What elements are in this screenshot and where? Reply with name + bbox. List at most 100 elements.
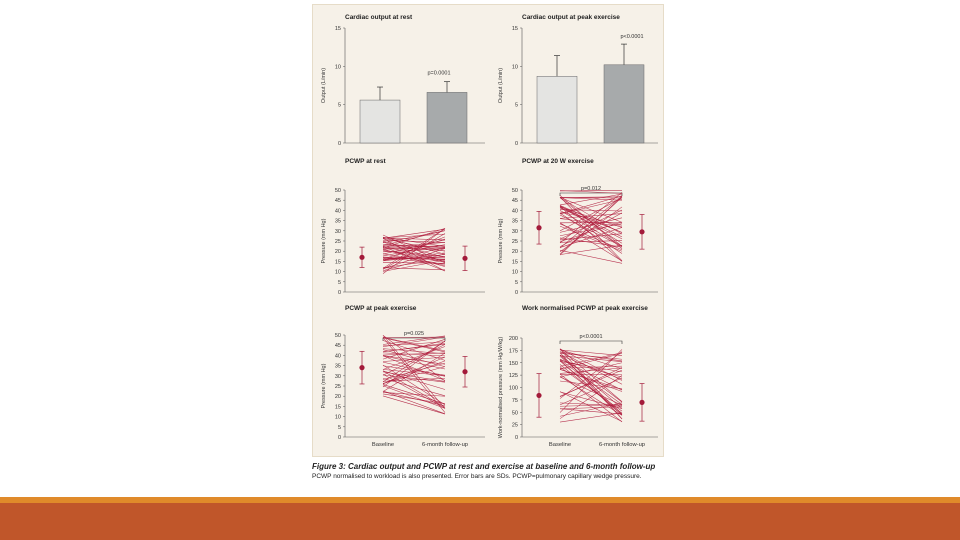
patient-line bbox=[559, 373, 623, 423]
y-tick-label: 15 bbox=[335, 404, 341, 410]
y-tick-label: 35 bbox=[512, 219, 518, 225]
patient-line bbox=[559, 240, 623, 243]
chart-1: Cardiac output at rest 0 5 10 15 Output (L/mi… bbox=[321, 14, 485, 147]
patient-line bbox=[382, 228, 446, 249]
patient-line bbox=[559, 206, 623, 228]
patient-line bbox=[382, 366, 446, 384]
patient-line bbox=[382, 337, 446, 352]
patient-line bbox=[559, 207, 623, 233]
chart-6: Work normalised PCWP at peak exercise 0 25… bbox=[498, 305, 658, 448]
patient-line bbox=[382, 228, 446, 269]
patient-line bbox=[382, 374, 446, 383]
mean-marker-baseline bbox=[536, 225, 542, 231]
patient-line bbox=[559, 250, 623, 264]
y-tick-label: 125 bbox=[509, 373, 518, 379]
patient-line bbox=[559, 349, 623, 413]
mean-marker-followup bbox=[462, 369, 468, 375]
x-category-label: 6-month follow-up bbox=[422, 442, 468, 448]
patient-line bbox=[382, 335, 446, 409]
y-tick-label: 0 bbox=[338, 290, 341, 296]
y-tick-label: 0 bbox=[338, 435, 341, 441]
y-tick-label: 75 bbox=[512, 398, 518, 404]
patient-line bbox=[382, 392, 446, 397]
chart-5: PCWP at peak exercise 0 5 10 15 20 25 30 35 40 45 5… bbox=[321, 305, 485, 448]
y-tick-label: 15 bbox=[335, 26, 341, 32]
y-tick-label: 10 bbox=[335, 270, 341, 276]
y-tick-label: 50 bbox=[512, 188, 518, 194]
patient-line bbox=[559, 412, 623, 423]
chart-title: Cardiac output at peak exercise bbox=[522, 14, 620, 21]
y-axis-label: Work-normalised pressure (mm Hg/W/kg) bbox=[498, 337, 504, 439]
patient-line bbox=[559, 197, 623, 223]
y-tick-label: 10 bbox=[335, 64, 341, 70]
patient-line bbox=[382, 364, 446, 406]
patient-line bbox=[382, 340, 446, 361]
patient-line bbox=[559, 193, 623, 206]
patient-line bbox=[382, 238, 446, 272]
patient-line bbox=[382, 244, 446, 257]
x-category-label: Baseline bbox=[549, 442, 571, 448]
patient-line bbox=[382, 259, 446, 272]
chart-title: PCWP at 20 W exercise bbox=[522, 158, 594, 165]
patient-line bbox=[559, 199, 623, 215]
patient-line bbox=[559, 195, 623, 214]
patient-line bbox=[382, 374, 446, 409]
y-tick-label: 30 bbox=[335, 229, 341, 235]
patient-line bbox=[382, 233, 446, 239]
patient-line bbox=[559, 377, 623, 406]
patient-line bbox=[382, 258, 446, 268]
chart-title: Cardiac output at rest bbox=[345, 14, 413, 21]
patient-line bbox=[559, 349, 623, 370]
y-axis-label: Pressure (mm Hg) bbox=[321, 218, 327, 263]
patient-line bbox=[559, 217, 623, 233]
y-tick-label: 30 bbox=[512, 229, 518, 235]
patient-line bbox=[559, 190, 623, 192]
patient-line bbox=[382, 370, 446, 408]
patient-line bbox=[382, 352, 446, 356]
y-tick-label: 175 bbox=[509, 348, 518, 354]
patient-line bbox=[559, 408, 623, 415]
patient-line bbox=[382, 248, 446, 267]
patient-line bbox=[382, 369, 446, 377]
patient-line bbox=[559, 355, 623, 362]
bar-followup bbox=[426, 92, 468, 144]
patient-line bbox=[559, 206, 623, 253]
patient-line bbox=[382, 343, 446, 352]
patient-line bbox=[559, 351, 623, 385]
bar-followup bbox=[603, 64, 645, 144]
footer-accent-line bbox=[0, 497, 960, 503]
patient-line bbox=[559, 360, 623, 416]
p-value-annotation: p=0.025 bbox=[404, 331, 424, 337]
patient-line bbox=[559, 368, 623, 392]
patient-line bbox=[382, 385, 446, 409]
patient-line bbox=[382, 230, 446, 244]
figure-caption: Figure 3: Cardiac output and PCWP at res… bbox=[312, 462, 672, 480]
y-tick-label: 50 bbox=[335, 188, 341, 194]
patient-line bbox=[382, 336, 446, 348]
patient-line bbox=[559, 214, 623, 247]
patient-line bbox=[559, 402, 623, 407]
x-category-label: Baseline bbox=[372, 442, 394, 448]
patient-line bbox=[559, 197, 623, 201]
patient-line bbox=[382, 365, 446, 376]
mean-marker-followup bbox=[639, 229, 645, 235]
patient-line bbox=[382, 361, 446, 377]
y-tick-label: 50 bbox=[335, 333, 341, 339]
y-tick-label: 5 bbox=[515, 280, 518, 286]
patient-line bbox=[382, 228, 446, 274]
chart-title: PCWP at peak exercise bbox=[345, 305, 417, 312]
patient-line bbox=[382, 228, 446, 239]
y-tick-label: 15 bbox=[512, 26, 518, 32]
y-tick-label: 5 bbox=[515, 103, 518, 109]
y-tick-label: 40 bbox=[335, 353, 341, 359]
footer-bar bbox=[0, 503, 960, 540]
patient-line bbox=[559, 376, 623, 416]
y-tick-label: 5 bbox=[338, 425, 341, 431]
patient-line bbox=[382, 348, 446, 355]
significance-bracket bbox=[559, 192, 623, 196]
y-tick-label: 35 bbox=[335, 364, 341, 370]
y-tick-label: 50 bbox=[512, 410, 518, 416]
patient-line bbox=[382, 371, 446, 382]
y-tick-label: 10 bbox=[335, 415, 341, 421]
y-axis-label: Output (L/min) bbox=[498, 68, 504, 103]
